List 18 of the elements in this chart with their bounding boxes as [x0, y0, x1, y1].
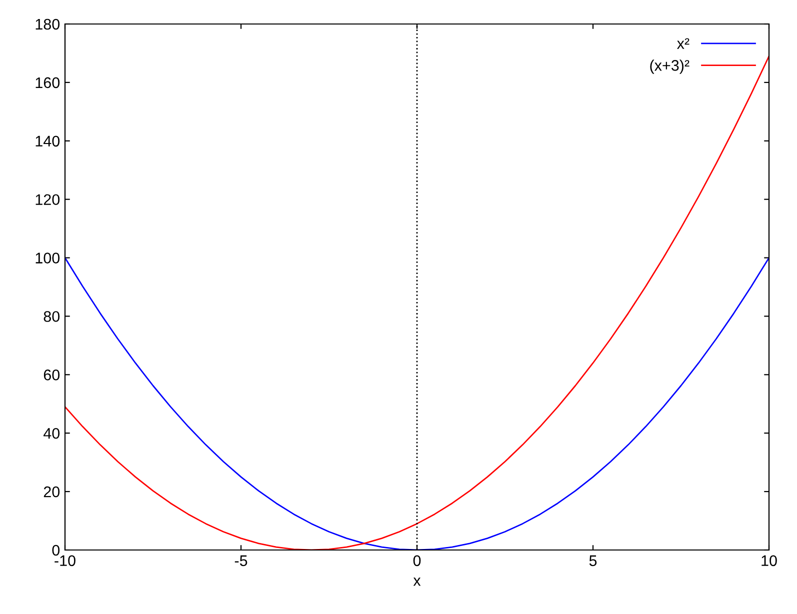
y-tick-label: 140 [36, 136, 60, 147]
y-tick-label: 180 [36, 18, 60, 30]
y-tick-label: 80 [44, 311, 60, 322]
x-axis-title: x [413, 578, 421, 586]
y-tick-label: 0 [52, 544, 60, 556]
y-tick-label: 40 [44, 428, 60, 439]
legend-label: (x+3)² [650, 60, 690, 74]
y-tick-label: 160 [36, 77, 60, 88]
y-tick-label: 120 [36, 194, 60, 206]
x-tick-label: 0 [413, 555, 421, 566]
y-tick-label: 20 [44, 486, 60, 498]
legend-label: x² [677, 38, 690, 49]
y-tick-label: 100 [36, 252, 60, 264]
x-tick-label: 10 [762, 555, 777, 566]
y-tick-label: 60 [44, 370, 60, 380]
x-tick-label: -10 [54, 555, 76, 566]
x-tick-label: 5 [589, 555, 597, 566]
x-tick-label: -5 [234, 555, 248, 566]
